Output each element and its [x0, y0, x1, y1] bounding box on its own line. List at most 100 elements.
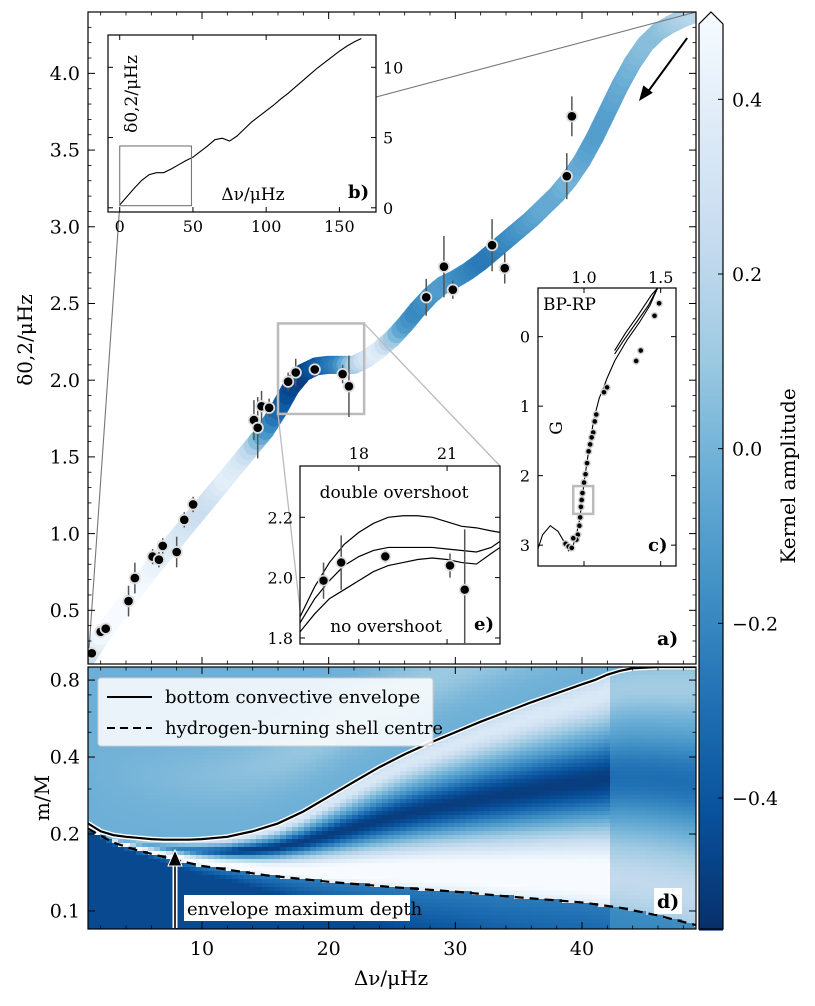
heat-cell: [424, 839, 431, 844]
heat-cell: [388, 675, 395, 680]
heat-cell: [220, 855, 227, 860]
heat-cell: [532, 815, 539, 820]
heat-cell: [316, 819, 323, 824]
heat-cell: [238, 775, 245, 780]
heat-cell: [646, 815, 653, 820]
heat-cell: [478, 795, 485, 800]
heat-cell: [652, 803, 659, 808]
heat-cell: [574, 807, 581, 812]
heat-cell: [598, 811, 605, 816]
heat-cell: [268, 675, 275, 680]
heat-cell: [226, 843, 233, 848]
heat-cell: [664, 795, 671, 800]
heat-cell: [694, 799, 696, 804]
heat-cell: [466, 699, 473, 704]
heat-cell: [436, 695, 443, 700]
heat-cell: [478, 859, 485, 864]
heat-cell: [106, 783, 113, 788]
heat-cell: [454, 839, 461, 844]
heat-cell: [454, 759, 461, 764]
heat-cell: [496, 747, 503, 752]
heat-cell: [328, 771, 335, 776]
heat-cell: [100, 795, 107, 800]
heat-cell: [220, 831, 227, 836]
heat-cell: [286, 755, 293, 760]
heat-cell: [676, 839, 683, 844]
heat-cell: [508, 791, 515, 796]
heat-cell: [508, 775, 515, 780]
heat-cell: [406, 779, 413, 784]
heat-cell: [562, 759, 569, 764]
heat-cell: [454, 671, 461, 676]
heat-cell: [448, 723, 455, 728]
heat-cell: [466, 759, 473, 764]
heat-cell: [616, 755, 623, 760]
heat-cell: [322, 859, 329, 864]
heat-cell: [466, 771, 473, 776]
heat-cell: [88, 671, 95, 676]
heat-cell: [472, 847, 479, 852]
heat-cell: [136, 855, 143, 860]
heat-cell: [106, 807, 113, 812]
heat-cell: [472, 671, 479, 676]
heat-cell: [628, 727, 635, 732]
heat-cell: [532, 787, 539, 792]
heat-cell: [352, 823, 359, 828]
heat-cell: [538, 743, 545, 748]
heat-cell: [622, 695, 629, 700]
heat-cell: [292, 823, 299, 828]
heat-cell: [166, 675, 173, 680]
heat-cell: [136, 811, 143, 816]
heat-cell: [244, 675, 251, 680]
heat-cell: [316, 803, 323, 808]
heat-cell: [592, 755, 599, 760]
heat-cell: [424, 823, 431, 828]
heat-cell: [262, 803, 269, 808]
heat-cell: [634, 703, 641, 708]
heat-cell: [664, 735, 671, 740]
heat-cell: [400, 675, 407, 680]
heat-cell: [508, 683, 515, 688]
heat-cell: [340, 819, 347, 824]
heat-cell: [160, 823, 167, 828]
heat-cell: [502, 819, 509, 824]
heat-cell: [622, 767, 629, 772]
heat-cell: [670, 679, 677, 684]
heat-cell: [400, 779, 407, 784]
heat-cell: [412, 675, 419, 680]
heat-cell: [586, 811, 593, 816]
heat-cell: [124, 843, 131, 848]
heat-cell: [220, 807, 227, 812]
heat-cell: [628, 731, 635, 736]
heat-cell: [664, 767, 671, 772]
heat-cell: [508, 787, 515, 792]
heat-cell: [490, 771, 497, 776]
heat-cell: [490, 727, 497, 732]
heat-cell: [598, 823, 605, 828]
heat-cell: [298, 747, 305, 752]
heat-cell: [670, 743, 677, 748]
heat-cell: [622, 859, 629, 864]
heat-cell: [430, 667, 437, 672]
heat-cell: [640, 819, 647, 824]
heat-cell: [472, 799, 479, 804]
heat-cell: [442, 675, 449, 680]
heat-cell: [160, 811, 167, 816]
heat-cell: [580, 691, 587, 696]
heat-cell: [664, 835, 671, 840]
heat-cell: [478, 819, 485, 824]
heat-cell: [622, 671, 629, 676]
heat-cell: [586, 699, 593, 704]
heat-cell: [442, 843, 449, 848]
heat-cell: [526, 671, 533, 676]
heat-cell: [160, 799, 167, 804]
heat-cell: [142, 771, 149, 776]
heat-cell: [544, 719, 551, 724]
heat-cell: [382, 851, 389, 856]
heat-cell: [244, 787, 251, 792]
heat-cell: [340, 851, 347, 856]
heat-cell: [394, 847, 401, 852]
heat-cell: [622, 751, 629, 756]
heat-cell: [340, 807, 347, 812]
heat-cell: [616, 767, 623, 772]
